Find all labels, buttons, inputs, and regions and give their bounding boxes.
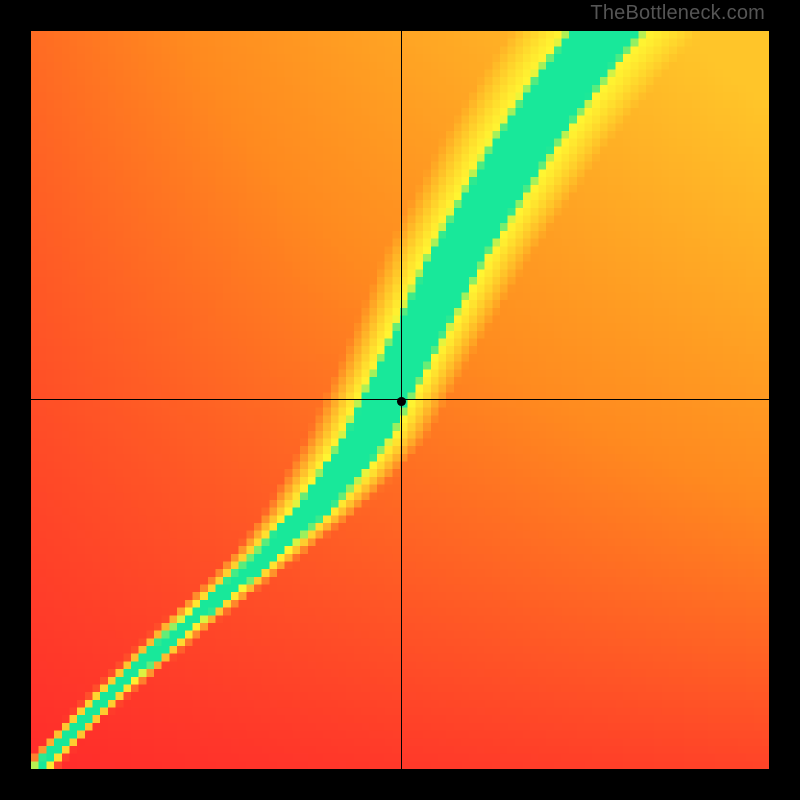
attribution-text: TheBottleneck.com xyxy=(590,2,765,25)
chart-frame: TheBottleneck.com xyxy=(0,0,800,800)
overlay-canvas xyxy=(31,31,769,769)
